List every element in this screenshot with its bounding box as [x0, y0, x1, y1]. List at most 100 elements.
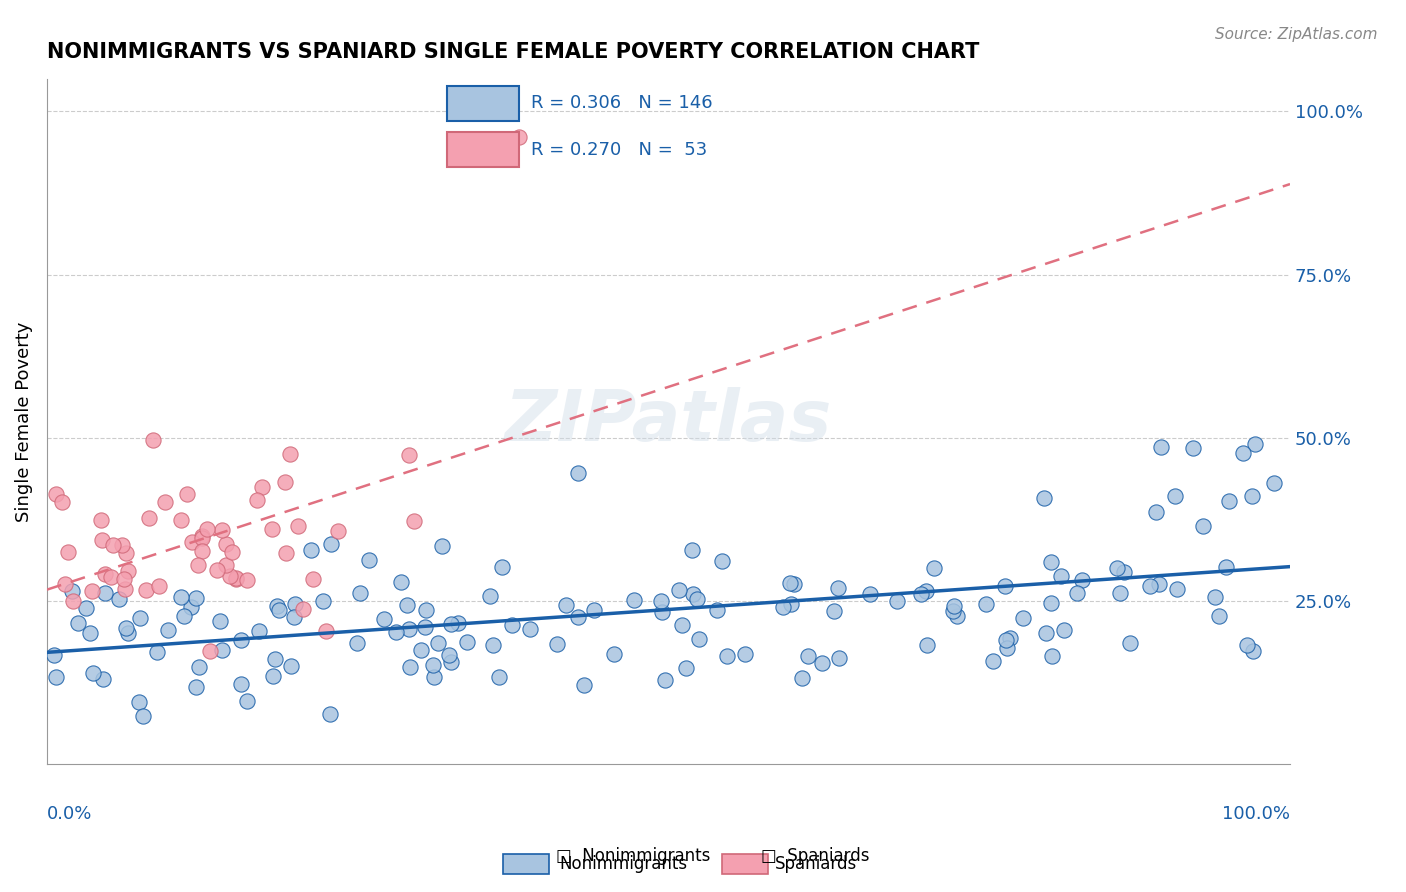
Point — [128, 695, 150, 709]
Point — [225, 571, 247, 585]
Point — [1218, 493, 1240, 508]
Text: □  Spaniards: □ Spaniards — [761, 847, 870, 865]
Point — [155, 495, 177, 509]
Point — [519, 623, 541, 637]
Point — [783, 577, 806, 591]
Point — [423, 670, 446, 684]
Point — [176, 487, 198, 501]
Point — [910, 587, 932, 601]
Point — [79, 626, 101, 640]
Point — [131, 709, 153, 723]
Point — [112, 572, 135, 586]
Point — [546, 637, 568, 651]
Point — [276, 546, 298, 560]
Point — [117, 626, 139, 640]
Point — [264, 652, 287, 666]
Point — [187, 660, 209, 674]
Point — [780, 597, 803, 611]
Point — [675, 661, 697, 675]
Point — [211, 523, 233, 537]
Point — [1146, 505, 1168, 519]
Point — [437, 648, 460, 663]
Text: ZIPatlas: ZIPatlas — [505, 387, 832, 456]
Point — [1166, 582, 1188, 597]
Point — [146, 645, 169, 659]
Point — [284, 598, 307, 612]
Point — [779, 576, 801, 591]
Point — [111, 538, 134, 552]
Point — [1236, 638, 1258, 652]
Point — [91, 672, 114, 686]
Point — [283, 610, 305, 624]
Point — [623, 593, 645, 607]
Point — [319, 707, 342, 722]
Point — [447, 615, 470, 630]
Point — [1149, 576, 1171, 591]
Point — [90, 512, 112, 526]
Text: Nonimmigrants: Nonimmigrants — [560, 855, 688, 873]
Point — [796, 649, 818, 664]
Point — [828, 651, 851, 665]
Point — [1053, 623, 1076, 637]
Point — [440, 616, 463, 631]
Point — [716, 649, 738, 664]
Point — [823, 604, 845, 618]
Point — [409, 643, 432, 657]
Point — [349, 586, 371, 600]
Point — [681, 543, 703, 558]
Point — [1204, 590, 1226, 604]
Point — [1191, 519, 1213, 533]
Text: R = 0.270   N =  53: R = 0.270 N = 53 — [531, 141, 707, 159]
Point — [195, 522, 218, 536]
Point — [1039, 596, 1062, 610]
Point — [187, 558, 209, 572]
FancyBboxPatch shape — [447, 132, 519, 167]
Point — [135, 583, 157, 598]
Point — [942, 605, 965, 619]
Point — [668, 583, 690, 598]
Point — [396, 598, 419, 612]
Point — [191, 532, 214, 546]
Text: 100.0%: 100.0% — [1222, 805, 1291, 823]
Point — [141, 434, 163, 448]
Point — [915, 639, 938, 653]
Point — [115, 545, 138, 559]
Point — [75, 600, 97, 615]
Text: □  Nonimmigrants: □ Nonimmigrants — [555, 847, 710, 865]
Point — [772, 599, 794, 614]
Point — [995, 641, 1018, 656]
Point — [326, 524, 349, 539]
Text: R = 0.306   N = 146: R = 0.306 N = 146 — [531, 95, 713, 112]
Point — [886, 594, 908, 608]
Point — [682, 587, 704, 601]
Point — [671, 617, 693, 632]
Point — [299, 542, 322, 557]
Point — [567, 610, 589, 624]
Point — [974, 597, 997, 611]
Point — [94, 566, 117, 581]
Point — [413, 620, 436, 634]
Point — [422, 658, 444, 673]
Point — [1241, 644, 1264, 658]
Point — [1049, 569, 1071, 583]
Point — [207, 563, 229, 577]
Point — [219, 569, 242, 583]
Text: Source: ZipAtlas.com: Source: ZipAtlas.com — [1215, 27, 1378, 42]
Point — [173, 609, 195, 624]
Point — [994, 632, 1017, 647]
Point — [221, 545, 243, 559]
Point — [827, 581, 849, 595]
Point — [810, 656, 832, 670]
Point — [90, 533, 112, 548]
Point — [1105, 561, 1128, 575]
Point — [108, 591, 131, 606]
Point — [229, 677, 252, 691]
Point — [572, 678, 595, 692]
Text: 0.0%: 0.0% — [46, 805, 93, 823]
Point — [1000, 632, 1022, 646]
Point — [710, 554, 733, 568]
Point — [1033, 491, 1056, 506]
Point — [209, 614, 232, 628]
Point — [1108, 586, 1130, 600]
Point — [946, 609, 969, 624]
